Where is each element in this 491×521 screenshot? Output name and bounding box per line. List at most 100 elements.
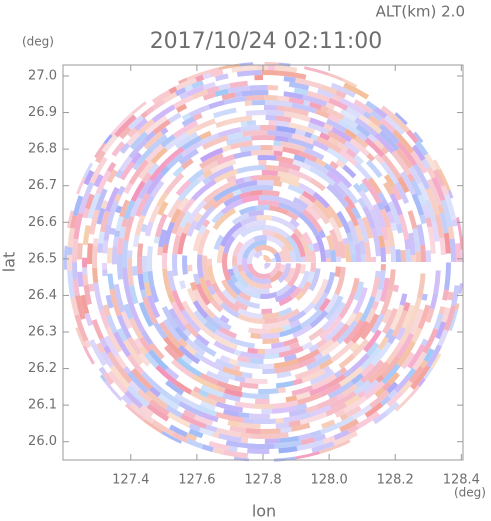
echo-cell	[273, 358, 299, 369]
echo-cell	[326, 118, 347, 133]
echo-cell	[262, 319, 290, 330]
echo-cell	[122, 267, 131, 296]
echo-cell	[76, 177, 86, 195]
echo-cell	[153, 236, 160, 244]
echo-cell	[157, 393, 180, 411]
echo-cell	[408, 365, 424, 384]
echo-cell	[106, 200, 119, 226]
echo-cell	[288, 408, 307, 417]
echo-cell	[319, 358, 334, 370]
echo-cell	[395, 326, 406, 341]
echo-cell	[309, 250, 316, 262]
echo-cell	[260, 332, 281, 339]
echo-cell	[253, 250, 263, 259]
echo-cell	[242, 129, 268, 137]
echo-cell	[295, 77, 323, 90]
echo-cell	[371, 300, 380, 311]
echo-cell	[280, 426, 292, 434]
echo-cell	[309, 429, 322, 438]
echo-cell	[400, 171, 417, 196]
echo-cell	[335, 90, 347, 99]
echo-cell	[298, 194, 315, 208]
echo-cell	[201, 444, 214, 453]
echo-cell	[273, 232, 294, 252]
echo-field	[63, 62, 465, 462]
echo-cell	[202, 197, 217, 211]
echo-cell	[138, 345, 148, 356]
echo-cell	[272, 145, 284, 152]
y-tick-label: 26.3	[28, 324, 57, 339]
echo-cell	[165, 367, 180, 380]
echo-cell	[394, 112, 408, 126]
echo-cell	[137, 352, 151, 367]
echo-cell	[202, 92, 217, 101]
echo-cell	[344, 243, 351, 262]
echo-cell	[288, 137, 315, 150]
echo-cell	[87, 192, 101, 219]
echo-cell	[138, 301, 154, 327]
echo-cell	[102, 269, 108, 277]
echo-cell	[210, 299, 224, 313]
echo-cell	[234, 300, 248, 311]
echo-cell	[271, 405, 296, 414]
echo-cell	[125, 403, 146, 422]
echo-cell	[362, 111, 372, 120]
echo-cell	[271, 215, 297, 232]
echo-cell	[350, 353, 370, 372]
echo-cell	[259, 291, 278, 300]
echo-cell	[223, 194, 242, 207]
echo-cell	[424, 199, 437, 223]
echo-cell	[232, 255, 238, 266]
echo-cell	[80, 294, 90, 315]
echo-cell	[438, 306, 446, 315]
echo-cell	[115, 354, 128, 370]
echo-cell	[354, 379, 364, 388]
echo-cell	[267, 130, 293, 139]
echo-cell	[425, 187, 440, 216]
echo-cell	[129, 131, 148, 150]
echo-cell	[175, 103, 188, 113]
echo-cell	[412, 163, 431, 190]
echo-cell	[344, 394, 361, 407]
echo-cell	[363, 329, 382, 353]
echo-cell	[319, 443, 342, 454]
echo-cell	[387, 372, 400, 386]
echo-cell	[336, 141, 349, 153]
echo-cell	[249, 358, 264, 364]
echo-cell	[441, 307, 451, 323]
echo-cell	[182, 221, 192, 235]
echo-cell	[206, 85, 220, 94]
echo-cell	[123, 303, 134, 320]
echo-cell	[175, 179, 192, 197]
echo-cell	[326, 234, 335, 251]
echo-cell	[178, 401, 203, 417]
echo-cell	[163, 146, 185, 166]
echo-cell	[85, 181, 95, 193]
echo-cell	[262, 337, 280, 345]
echo-cell	[99, 309, 110, 329]
echo-cell	[381, 198, 389, 207]
echo-cell	[203, 321, 218, 334]
echo-cell	[99, 374, 107, 383]
echo-cell	[234, 375, 246, 383]
echo-cell	[227, 420, 240, 428]
echo-cell	[345, 148, 357, 159]
echo-cell	[288, 310, 307, 324]
echo-cell	[267, 85, 279, 91]
echo-cell	[343, 319, 365, 345]
echo-cell	[421, 158, 431, 170]
echo-cell	[163, 221, 175, 245]
echo-cell	[67, 270, 76, 298]
echo-cell	[298, 150, 318, 163]
echo-cell	[438, 168, 451, 192]
echo-cell	[234, 271, 249, 289]
echo-cell	[308, 343, 319, 353]
echo-cell	[338, 366, 364, 387]
echo-cell	[117, 237, 124, 255]
echo-cell	[367, 133, 378, 143]
echo-cell	[194, 205, 215, 231]
y-unit: (deg)	[22, 35, 54, 49]
echo-cell	[455, 243, 462, 262]
echo-cell	[352, 182, 363, 193]
echo-cell	[250, 150, 274, 156]
